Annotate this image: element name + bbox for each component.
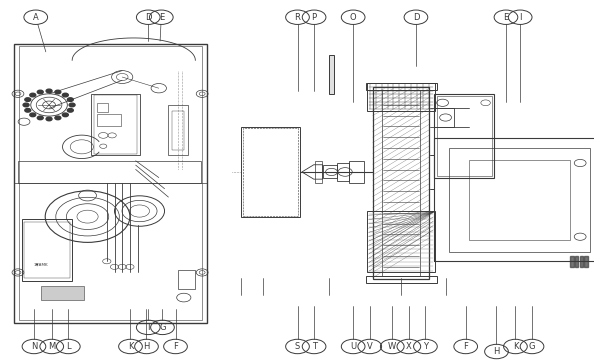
Text: W: W [388, 342, 396, 351]
Bar [365, 83, 437, 90]
Text: 1▼AMK: 1▼AMK [34, 262, 49, 266]
Bar [241, 127, 300, 217]
Bar [575, 256, 578, 267]
Circle shape [67, 98, 73, 101]
Bar [172, 111, 184, 150]
Bar [18, 161, 201, 183]
Circle shape [46, 89, 52, 93]
Circle shape [25, 98, 31, 101]
Text: P: P [312, 13, 317, 22]
Circle shape [37, 116, 43, 120]
Circle shape [67, 109, 73, 112]
Text: G: G [159, 323, 166, 332]
Text: R: R [295, 13, 300, 22]
Text: Y: Y [423, 342, 428, 351]
Bar [580, 256, 583, 267]
Bar [349, 161, 364, 183]
Text: H: H [143, 342, 150, 351]
Bar [382, 90, 420, 276]
Bar [22, 219, 72, 281]
Text: K: K [513, 342, 518, 351]
Bar [178, 270, 195, 289]
Bar [94, 95, 137, 154]
Bar [449, 148, 590, 252]
Circle shape [25, 109, 31, 112]
Bar [42, 286, 84, 300]
Circle shape [30, 93, 36, 97]
Bar [19, 46, 202, 320]
Bar [367, 211, 435, 273]
Circle shape [37, 90, 43, 94]
Text: N: N [31, 342, 37, 351]
Circle shape [62, 93, 68, 97]
Text: G: G [529, 342, 536, 351]
Text: L: L [66, 342, 71, 351]
Text: D: D [145, 13, 152, 22]
Text: H: H [493, 347, 500, 356]
Bar [434, 108, 454, 127]
Bar [168, 105, 187, 155]
Bar [14, 44, 207, 323]
Bar [469, 160, 570, 240]
Circle shape [62, 113, 68, 117]
Circle shape [23, 103, 29, 107]
Bar [434, 94, 494, 178]
Circle shape [55, 90, 61, 94]
Text: A: A [33, 13, 39, 22]
Circle shape [69, 103, 75, 107]
Bar [328, 55, 334, 94]
Text: K: K [128, 342, 133, 351]
Bar [98, 114, 121, 126]
Bar [92, 94, 139, 155]
Text: E: E [503, 13, 509, 22]
Text: I: I [147, 323, 149, 332]
Bar [434, 138, 595, 261]
Text: F: F [464, 342, 468, 351]
Bar [98, 103, 108, 112]
Bar [365, 276, 437, 283]
Text: V: V [367, 342, 372, 351]
Bar [24, 222, 70, 278]
Circle shape [55, 116, 61, 120]
Bar [437, 95, 491, 176]
Text: M: M [48, 342, 55, 351]
Bar [367, 83, 435, 111]
Bar [322, 166, 337, 179]
Circle shape [30, 113, 36, 117]
Bar [584, 256, 588, 267]
Text: F: F [173, 342, 178, 351]
Text: D: D [413, 13, 419, 22]
Text: T: T [312, 342, 317, 351]
Text: E: E [159, 13, 164, 22]
Text: I: I [519, 13, 521, 22]
Bar [243, 129, 298, 216]
Bar [337, 163, 349, 181]
Bar [570, 256, 574, 267]
Text: S: S [295, 342, 300, 351]
Circle shape [46, 117, 52, 121]
Bar [372, 87, 429, 280]
Text: U: U [350, 342, 356, 351]
Text: X: X [406, 342, 412, 351]
Bar [315, 161, 322, 183]
Text: O: O [350, 13, 356, 22]
